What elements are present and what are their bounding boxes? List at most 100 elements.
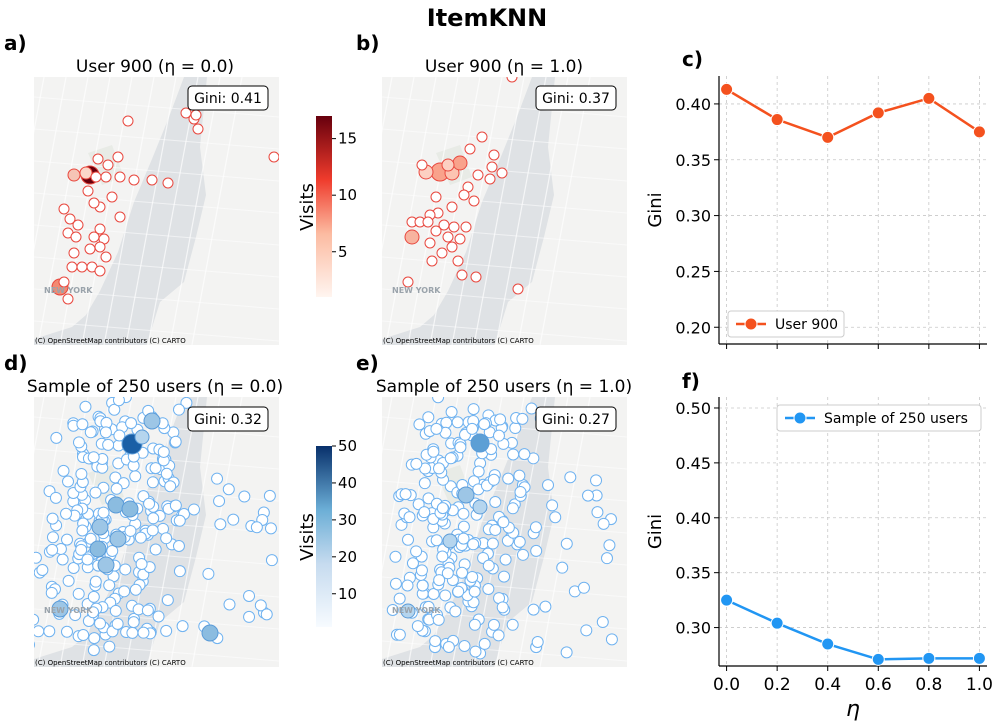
map-visit-point: [507, 448, 520, 461]
map-visit-point: [494, 413, 507, 426]
map-visit-point: [87, 644, 100, 657]
data-point: [720, 82, 734, 96]
line-chart-f: 0.30 0.35 0.40 0.45 0.50 0.0 0.2 0.4 0.6 0.8 1.0 Gi…: [645, 397, 993, 722]
map-land-east: [146, 77, 279, 345]
map-visit-point: [84, 426, 97, 439]
map-panel-d: [34, 397, 279, 667]
map-credit-e: (C) OpenStreetMap contributors (C) CARTO: [383, 659, 534, 667]
map-visit-point: [460, 221, 472, 233]
legend-marker: [793, 411, 807, 425]
map-visit-point: [439, 589, 452, 602]
map-visit-point: [472, 499, 488, 515]
map-visit-point: [34, 551, 42, 564]
colorbar-tick-label: 40: [338, 474, 357, 492]
map-visit-point: [60, 533, 73, 546]
colorbar-top: Visits 5 10 15: [297, 116, 357, 297]
map-visit-point: [238, 490, 251, 503]
map-visit-point: [596, 616, 609, 629]
colorbar-tick-label: 30: [338, 511, 357, 529]
map-visit-point: [126, 626, 139, 639]
map-street: [385, 77, 437, 345]
map-street: [495, 77, 547, 345]
map-visit-point: [114, 171, 126, 183]
map-visit-point: [97, 556, 115, 574]
map-visit-point: [402, 276, 414, 288]
map-visit-point: [149, 462, 162, 475]
data-point: [871, 652, 885, 666]
map-visit-point: [89, 486, 102, 499]
map-visit-point: [250, 521, 263, 534]
map-visit-point: [512, 283, 524, 295]
map-street: [517, 397, 569, 667]
map-visit-point: [100, 251, 112, 263]
map-visit-point: [143, 497, 156, 510]
map-label-e: NEW YORK: [392, 606, 441, 615]
data-point: [871, 106, 885, 120]
map-visit-point: [109, 530, 127, 548]
map-visit-point: [470, 271, 482, 283]
map-visit-point: [442, 533, 458, 549]
map-annotations: NEW YORK NEW YORK NEW YORK NEW YORK (C) …: [35, 85, 617, 667]
gini-label-b: Gini: 0.37: [542, 91, 610, 107]
map-visit-point: [466, 570, 479, 583]
map-visit-point: [478, 637, 491, 650]
map-visit-point: [43, 625, 56, 638]
map-visit-point: [422, 600, 435, 613]
map-visit-point: [509, 422, 522, 435]
map-visit-point: [411, 620, 424, 633]
map-visit-point: [263, 489, 276, 502]
map-credit-b: (C) OpenStreetMap contributors (C) CARTO: [383, 337, 534, 345]
map-visit-point: [487, 618, 500, 631]
map-visit-point: [141, 604, 154, 617]
y-tick-label: 0.45: [675, 454, 711, 473]
map-visit-point: [254, 599, 267, 612]
map-visit-point: [180, 397, 193, 409]
map-visit-point: [527, 603, 540, 616]
map-visit-point: [472, 169, 484, 181]
map-visit-point: [452, 155, 468, 171]
map-visit-point: [492, 429, 505, 442]
map-street: [382, 397, 415, 574]
map-visit-point: [467, 538, 480, 551]
map-visit-point: [489, 523, 502, 536]
map-visit-point: [486, 537, 499, 550]
map-visit-point: [597, 517, 610, 530]
map-visit-point: [452, 585, 465, 598]
map-visit-point: [516, 548, 529, 561]
y-tick-label: 0.35: [675, 151, 711, 170]
map-street: [382, 128, 627, 150]
map-visit-point: [268, 151, 279, 163]
map-visit-point: [525, 402, 538, 415]
x-tick-label: 1.0: [966, 675, 993, 695]
map-visit-point: [486, 161, 498, 173]
map-visit-point: [516, 412, 529, 425]
map-visit-point: [452, 255, 464, 267]
map-visit-point: [89, 540, 107, 558]
map-visit-point: [426, 255, 438, 267]
map-visit-point: [82, 185, 94, 197]
map-street: [451, 77, 503, 345]
y-tick-label: 0.40: [675, 509, 711, 528]
map-visit-point: [76, 524, 89, 537]
map-visit-point: [410, 545, 423, 558]
gini-label-a: Gini: 0.41: [194, 91, 262, 107]
data-point: [720, 593, 734, 607]
map-visit-point: [106, 544, 119, 557]
map-visit-point: [62, 475, 75, 488]
map-visit-point: [90, 171, 102, 183]
map-visit-point: [482, 559, 495, 572]
map-visit-point: [227, 513, 240, 526]
map-visit-point: [176, 620, 189, 633]
map-visit-point: [75, 543, 88, 556]
map-visit-point: [415, 564, 428, 577]
map-visit-point: [121, 500, 139, 518]
map-panel-e: [382, 397, 627, 667]
map-visit-point: [160, 624, 173, 637]
map-visit-point: [556, 561, 569, 574]
map-street: [34, 77, 45, 134]
data-point: [821, 130, 835, 144]
gini-label-d: Gini: 0.32: [194, 412, 262, 428]
map-visit-point: [430, 191, 442, 203]
map-street: [34, 448, 279, 470]
map-visit-point: [109, 604, 122, 617]
